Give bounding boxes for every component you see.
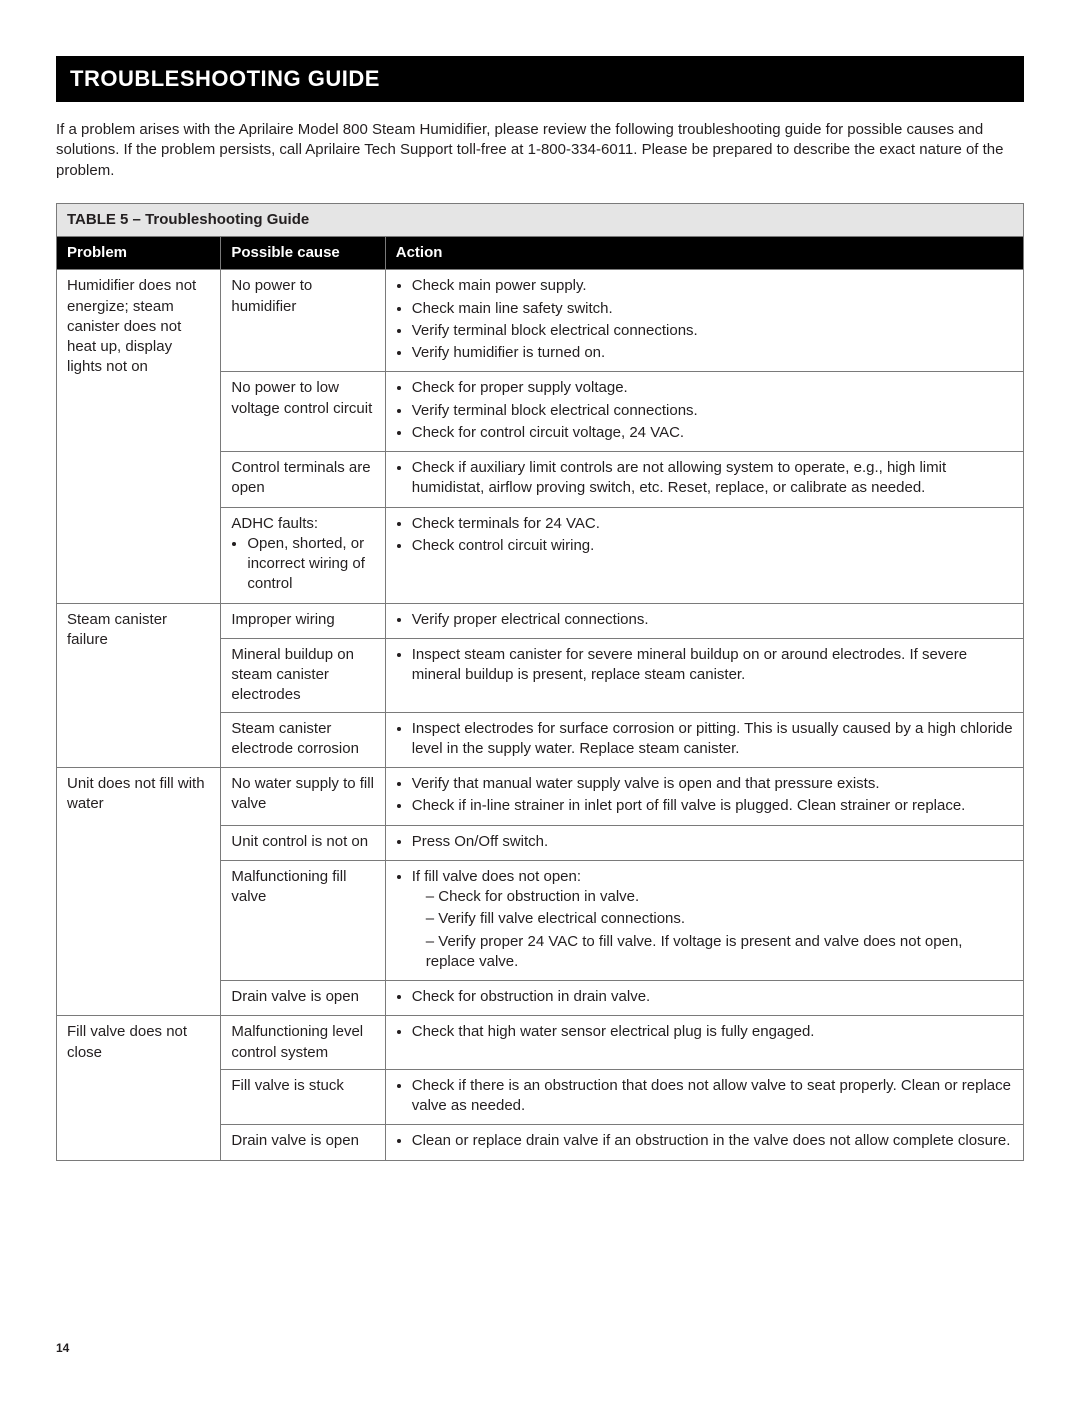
- problem-cell: Humidifier does not energize; steam cani…: [57, 270, 221, 603]
- action-cell: Check if auxiliary limit controls are no…: [385, 452, 1023, 508]
- action-cell: Check for proper supply voltage.Verify t…: [385, 372, 1023, 452]
- action-cell: If fill valve does not open:Check for ob…: [385, 860, 1023, 980]
- cause-cell: Improper wiring: [221, 603, 385, 638]
- cause-cell: Drain valve is open: [221, 1125, 385, 1160]
- cause-cell: Control terminals are open: [221, 452, 385, 508]
- cause-cell: No power to low voltage control circuit: [221, 372, 385, 452]
- col-header-problem: Problem: [57, 237, 221, 270]
- table-row: Unit does not fill with waterNo water su…: [57, 768, 1024, 826]
- table-caption: TABLE 5 – Troubleshooting Guide: [57, 203, 1024, 236]
- table-row: Fill valve does not closeMalfunctioning …: [57, 1016, 1024, 1070]
- action-cell: Press On/Off switch.: [385, 825, 1023, 860]
- cause-cell: Drain valve is open: [221, 981, 385, 1016]
- action-cell: Check if there is an obstruction that do…: [385, 1069, 1023, 1125]
- action-cell: Check terminals for 24 VAC.Check control…: [385, 507, 1023, 603]
- action-cell: Check for obstruction in drain valve.: [385, 981, 1023, 1016]
- problem-cell: Fill valve does not close: [57, 1016, 221, 1160]
- table-header-row: Problem Possible cause Action: [57, 237, 1024, 270]
- action-cell: Verify proper electrical connections.: [385, 603, 1023, 638]
- action-cell: Inspect electrodes for surface corrosion…: [385, 712, 1023, 768]
- cause-cell: No water supply to fill valve: [221, 768, 385, 826]
- table-row: Steam canister failureImproper wiringVer…: [57, 603, 1024, 638]
- action-cell: Verify that manual water supply valve is…: [385, 768, 1023, 826]
- page-title-bar: TROUBLESHOOTING GUIDE: [56, 56, 1024, 102]
- table-caption-row: TABLE 5 – Troubleshooting Guide: [57, 203, 1024, 236]
- cause-cell: Malfunctioning fill valve: [221, 860, 385, 980]
- action-cell: Inspect steam canister for severe minera…: [385, 638, 1023, 712]
- action-cell: Check that high water sensor electrical …: [385, 1016, 1023, 1070]
- cause-cell: Mineral buildup on steam canister electr…: [221, 638, 385, 712]
- page-number: 14: [56, 1341, 1024, 1355]
- cause-cell: Malfunctioning level control system: [221, 1016, 385, 1070]
- problem-cell: Unit does not fill with water: [57, 768, 221, 1016]
- cause-cell: Fill valve is stuck: [221, 1069, 385, 1125]
- troubleshooting-table: TABLE 5 – Troubleshooting Guide Problem …: [56, 203, 1024, 1161]
- intro-paragraph: If a problem arises with the Aprilaire M…: [56, 120, 1024, 181]
- cause-cell: No power to humidifier: [221, 270, 385, 372]
- cause-cell: Steam canister electrode corrosion: [221, 712, 385, 768]
- action-cell: Clean or replace drain valve if an obstr…: [385, 1125, 1023, 1160]
- col-header-action: Action: [385, 237, 1023, 270]
- action-cell: Check main power supply.Check main line …: [385, 270, 1023, 372]
- table-row: Humidifier does not energize; steam cani…: [57, 270, 1024, 372]
- cause-cell: ADHC faults:Open, shorted, or incorrect …: [221, 507, 385, 603]
- col-header-cause: Possible cause: [221, 237, 385, 270]
- cause-cell: Unit control is not on: [221, 825, 385, 860]
- problem-cell: Steam canister failure: [57, 603, 221, 768]
